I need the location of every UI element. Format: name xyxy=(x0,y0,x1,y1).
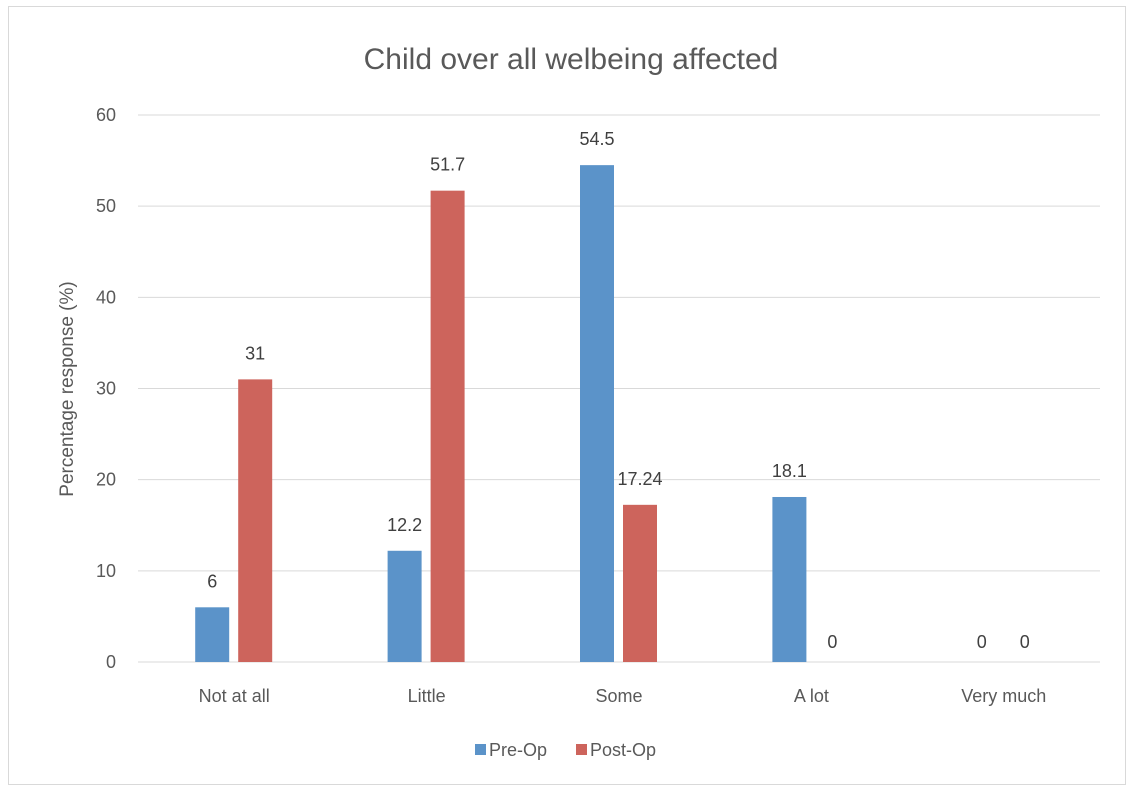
y-tick-label: 20 xyxy=(96,470,116,490)
data-label-pre-op-3: 18.1 xyxy=(772,461,807,481)
bar-pre-op-1 xyxy=(387,550,422,662)
x-tick-label: Not at all xyxy=(199,686,270,706)
x-tick-label: Very much xyxy=(961,686,1046,706)
legend-swatch-pre-op xyxy=(475,744,486,755)
x-tick-label: Little xyxy=(408,686,446,706)
bar-pre-op-2 xyxy=(580,165,614,662)
y-axis-label: Percentage response (%) xyxy=(57,281,78,496)
legend-label-post-op: Post-Op xyxy=(590,740,656,760)
data-label-post-op-4: 0 xyxy=(1020,632,1030,652)
y-tick-label: 10 xyxy=(96,561,116,581)
y-tick-label: 30 xyxy=(96,379,116,399)
y-tick-label: 0 xyxy=(106,652,116,672)
legend: Pre-Op Post-Op xyxy=(475,740,656,760)
y-tick-label: 40 xyxy=(96,287,116,307)
data-label-post-op-0: 31 xyxy=(245,343,265,363)
x-tick-label: Some xyxy=(595,686,642,706)
data-label-pre-op-2: 54.5 xyxy=(579,129,614,149)
legend-label-pre-op: Pre-Op xyxy=(489,740,547,760)
data-labels: 6 12.2 54.5 18.1 0 31 51.7 17.24 0 0 xyxy=(207,129,1030,652)
gridlines xyxy=(138,114,1100,663)
x-tick-labels: Not at all Little Some A lot Very much xyxy=(199,686,1047,706)
bar-post-op-2 xyxy=(623,504,657,662)
data-label-pre-op-0: 6 xyxy=(207,571,217,591)
data-label-pre-op-4: 0 xyxy=(977,632,987,652)
chart-frame xyxy=(8,6,1126,785)
chart-title: Child over all welbeing affected xyxy=(364,43,779,76)
bar-pre-op-3 xyxy=(772,496,807,662)
y-tick-labels: 0 10 20 30 40 50 60 xyxy=(96,105,116,672)
data-label-pre-op-1: 12.2 xyxy=(387,515,422,535)
bar-post-op-1 xyxy=(430,190,465,662)
data-label-post-op-1: 51.7 xyxy=(430,155,465,175)
bar-pre-op-0 xyxy=(195,607,230,662)
bar-post-op-0 xyxy=(238,379,273,662)
data-label-post-op-2: 17.24 xyxy=(617,469,662,489)
x-tick-label: A lot xyxy=(794,686,829,706)
y-tick-label: 60 xyxy=(96,105,116,125)
data-label-post-op-3: 0 xyxy=(827,632,837,652)
y-tick-label: 50 xyxy=(96,196,116,216)
legend-swatch-post-op xyxy=(576,744,587,755)
bars xyxy=(195,165,807,662)
